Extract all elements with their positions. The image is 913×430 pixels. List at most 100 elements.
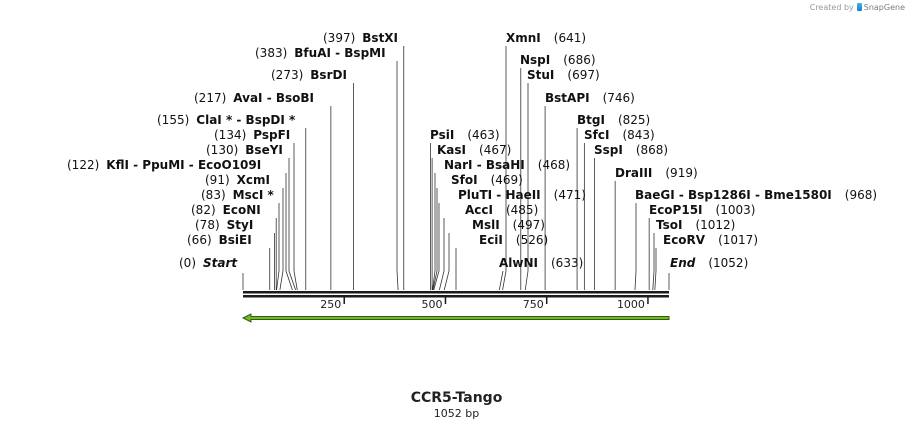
site-position: (467) <box>479 143 511 157</box>
site-name: KasI <box>437 143 466 157</box>
site-name: SfoI <box>451 173 478 187</box>
site-name: BfuAI - BspMI <box>294 46 385 60</box>
site-position: (217) <box>194 91 226 105</box>
site-name: EcoP15I <box>649 203 703 217</box>
site-label[interactable]: SfoI (469) <box>451 173 523 187</box>
site-name: PspFI <box>253 128 290 142</box>
site-label[interactable]: SspI (868) <box>594 143 668 157</box>
site-label[interactable]: EcoRV (1017) <box>663 233 758 247</box>
site-label[interactable]: AlwNI (633) <box>499 256 583 270</box>
site-leader-line <box>432 188 438 291</box>
site-name: BsrDI <box>310 68 347 82</box>
ruler-tick-label: 250 <box>320 298 341 311</box>
site-name: AccI <box>465 203 493 217</box>
ruler-ticks: 250 500 750 1000 <box>320 297 649 311</box>
site-leader-line <box>288 158 297 291</box>
site-position: (697) <box>567 68 599 82</box>
site-label[interactable]: (155) ClaI * - BspDI * <box>157 113 296 127</box>
site-label[interactable]: (83) MscI * <box>201 188 274 202</box>
site-name: End <box>670 256 696 270</box>
site-label[interactable]: DraIII (919) <box>615 166 698 180</box>
site-label[interactable]: (122) KflI - PpuMI - EcoO109I <box>67 158 261 172</box>
site-name: BtgI <box>577 113 605 127</box>
site-label[interactable]: (134) PspFI <box>214 128 290 142</box>
site-label[interactable]: (91) XcmI <box>205 173 270 187</box>
site-label[interactable]: (66) BsiEI <box>187 233 252 247</box>
site-position: (825) <box>618 113 650 127</box>
site-label[interactable]: NarI - BsaHI (468) <box>444 158 570 172</box>
site-name: TsoI <box>656 218 682 232</box>
site-label[interactable]: BstAPI (746) <box>545 91 635 105</box>
credit-prefix: Created by <box>809 3 854 12</box>
site-position: (469) <box>491 173 523 187</box>
site-name: MslI <box>472 218 500 232</box>
site-position: (686) <box>563 53 595 67</box>
site-name: KflI - PpuMI - EcoO109I <box>106 158 261 172</box>
site-position: (82) <box>191 203 216 217</box>
site-name: BsiEI <box>219 233 252 247</box>
site-leader-line <box>396 61 399 291</box>
site-label[interactable]: SfcI (843) <box>584 128 655 142</box>
sequence-title: CCR5-Tango <box>410 390 503 406</box>
sequence-length: 1052 bp <box>433 407 480 420</box>
site-leader-line <box>443 233 450 291</box>
site-position: (497) <box>513 218 545 232</box>
site-leader-line <box>279 188 284 291</box>
created-by-credit: Created by SnapGene <box>810 3 905 12</box>
site-name: EcoNI <box>223 203 261 217</box>
site-leader-line <box>654 248 657 291</box>
site-position: (130) <box>206 143 238 157</box>
site-position: (273) <box>271 68 303 82</box>
site-position: (0) <box>179 256 196 270</box>
site-leader-line <box>524 83 529 291</box>
site-leader-line <box>276 203 280 291</box>
site-leader-line <box>432 173 436 291</box>
site-position: (78) <box>195 218 220 232</box>
site-position: (134) <box>214 128 246 142</box>
site-name: StyI <box>227 218 254 232</box>
site-name: EcoRV <box>663 233 706 247</box>
site-label[interactable]: (82) EcoNI <box>191 203 261 217</box>
site-label[interactable]: MslI (497) <box>472 218 545 232</box>
site-label[interactable]: (397) BstXI <box>323 31 398 45</box>
site-label[interactable]: EciI (526) <box>479 233 548 247</box>
site-labels: (0) Start (66) BsiEI(78) StyI (82) EcoNI(83) Ms… <box>67 31 877 270</box>
site-position: (843) <box>622 128 654 142</box>
site-position: (122) <box>67 158 99 172</box>
site-name: NarI - BsaHI <box>444 158 525 172</box>
site-label[interactable]: EcoP15I (1003) <box>649 203 755 217</box>
site-name: BaeGI - Bsp1286I - Bme1580I <box>635 188 832 202</box>
site-label[interactable]: BtgI (825) <box>577 113 650 127</box>
site-label[interactable]: (217) AvaI - BsoBI <box>194 91 314 105</box>
site-name: XcmI <box>237 173 270 187</box>
site-label[interactable]: StuI (697) <box>527 68 600 82</box>
site-label[interactable]: End (1052) <box>670 256 748 270</box>
site-label[interactable]: (130) BseYI <box>206 143 283 157</box>
site-label[interactable]: TsoI (1012) <box>656 218 735 232</box>
site-label[interactable]: (273) BsrDI <box>271 68 347 82</box>
site-position: (83) <box>201 188 226 202</box>
sequence-backbone-bottom-strand <box>243 295 669 298</box>
site-position: (746) <box>603 91 635 105</box>
site-label[interactable]: PsiI (463) <box>430 128 500 142</box>
site-label[interactable]: (383) BfuAI - BspMI <box>255 46 386 60</box>
site-label[interactable]: (78) StyI <box>195 218 253 232</box>
site-name: AlwNI <box>499 256 538 270</box>
site-position: (155) <box>157 113 189 127</box>
site-label[interactable]: BaeGI - Bsp1286I - Bme1580I (968) <box>635 188 877 202</box>
feature-arrow[interactable] <box>241 313 670 323</box>
site-name: BstXI <box>362 31 398 45</box>
site-label[interactable]: NspI (686) <box>520 53 596 67</box>
site-label[interactable]: AccI (485) <box>465 203 538 217</box>
site-name: PluTI - HaeII <box>458 188 541 202</box>
site-leader-line <box>293 143 298 291</box>
site-position: (463) <box>467 128 499 142</box>
site-name: ClaI * - BspDI * <box>196 113 296 127</box>
site-name: SfcI <box>584 128 609 142</box>
site-label[interactable]: PluTI - HaeII (471) <box>458 188 586 202</box>
site-label[interactable]: KasI (467) <box>437 143 511 157</box>
site-position: (397) <box>323 31 355 45</box>
site-label[interactable]: (0) Start <box>179 256 238 270</box>
site-name: XmnI <box>506 31 541 45</box>
site-label[interactable]: XmnI (641) <box>506 31 586 45</box>
